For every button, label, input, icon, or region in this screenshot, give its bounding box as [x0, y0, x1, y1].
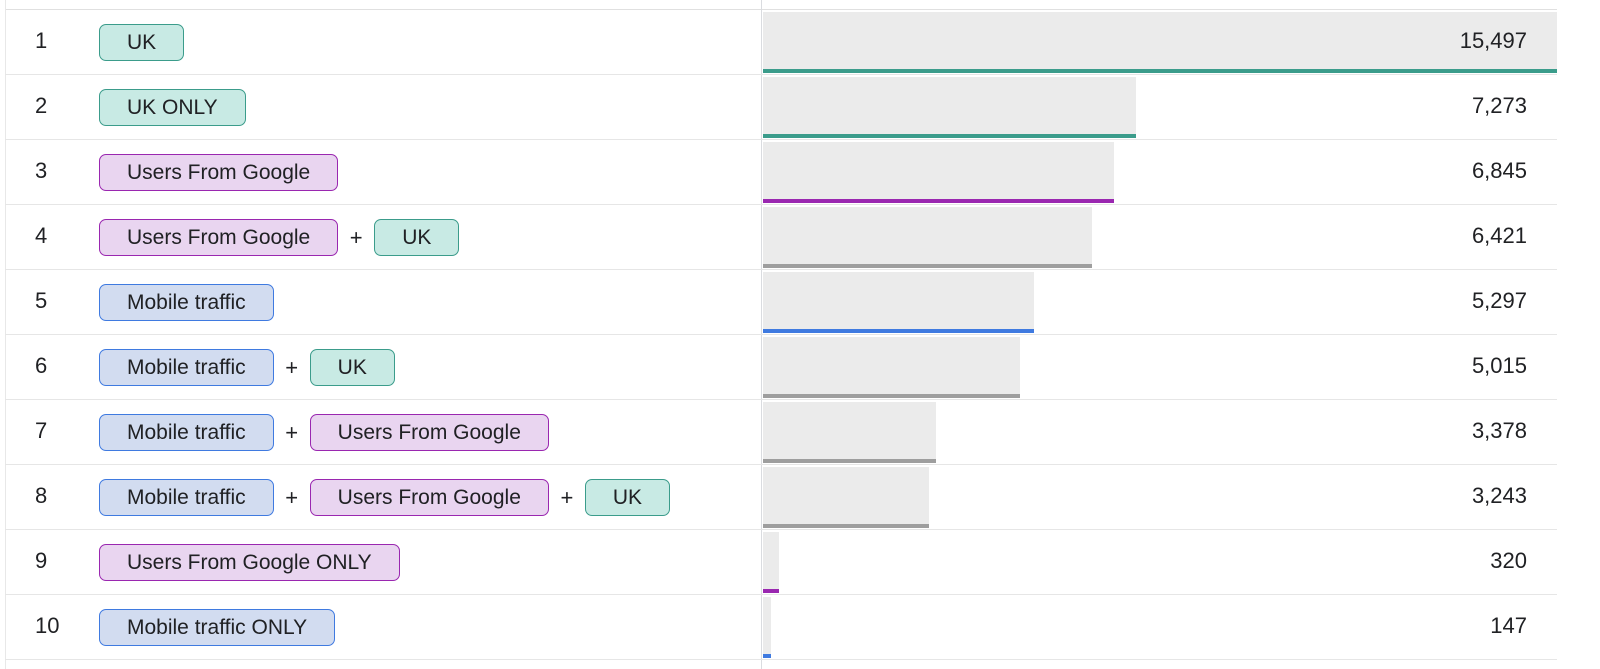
row-value: 7,273 — [1471, 93, 1527, 118]
bar-fill — [763, 207, 1092, 266]
value-bar: 5,015 — [763, 335, 1557, 399]
bar-fill — [763, 337, 1020, 396]
plus-separator: + — [285, 484, 299, 510]
row-rank: 4 — [35, 223, 48, 248]
segment-chip[interactable]: Mobile traffic — [99, 479, 274, 516]
row-value: 5,015 — [1471, 353, 1527, 378]
bar-fill — [763, 402, 936, 461]
table-row[interactable]: 6 Mobile traffic + UK 5,015 — [5, 335, 1557, 400]
row-value: 3,378 — [1471, 418, 1527, 443]
value-bar: 3,243 — [763, 465, 1557, 529]
bar-fill — [763, 272, 1034, 331]
row-rank: 8 — [35, 483, 48, 508]
row-rank: 1 — [35, 28, 48, 53]
table-row[interactable]: 3 Users From Google 6,845 — [5, 140, 1557, 205]
segment-chip[interactable]: UK — [309, 349, 395, 386]
row-rank: 5 — [35, 288, 48, 313]
segment-combination: Users From Google ONLY — [99, 544, 400, 581]
segment-combination: UK ONLY — [99, 89, 246, 126]
row-value: 6,845 — [1471, 158, 1527, 183]
table-row[interactable]: 8 Mobile traffic + Users From Google + UK 3,24… — [5, 465, 1557, 530]
plus-separator: + — [349, 224, 363, 250]
bar-fill — [763, 532, 779, 591]
bar-underline — [763, 654, 771, 658]
row-value: 15,497 — [1459, 28, 1527, 53]
value-bar: 7,273 — [763, 75, 1557, 139]
table-row[interactable]: 9 Users From Google ONLY 320 — [5, 530, 1557, 595]
segment-chip[interactable]: Users From Google — [309, 414, 549, 451]
segment-chip[interactable]: UK — [99, 24, 185, 61]
plus-separator: + — [285, 419, 299, 445]
value-bar: 15,497 — [763, 10, 1557, 74]
segment-chip[interactable]: Mobile traffic — [99, 349, 274, 386]
table-row[interactable]: 4 Users From Google + UK 6,421 — [5, 205, 1557, 270]
bar-underline — [763, 589, 779, 593]
value-bar: 320 — [763, 530, 1557, 594]
table-row[interactable]: 7 Mobile traffic + Users From Google 3,378 — [5, 400, 1557, 465]
segment-chip[interactable]: Users From Google — [99, 154, 339, 191]
table-row[interactable]: 2 UK ONLY 7,273 — [5, 75, 1557, 140]
plus-separator: + — [560, 484, 574, 510]
bar-underline — [763, 459, 936, 463]
segment-chip[interactable]: UK — [374, 219, 460, 256]
value-bar: 5,297 — [763, 270, 1557, 334]
segment-chip[interactable]: Users From Google — [99, 219, 339, 256]
segment-chip[interactable]: Mobile traffic — [99, 284, 274, 321]
bar-underline — [763, 394, 1020, 398]
table-row[interactable]: 1 UK 15,497 — [5, 10, 1557, 75]
row-rank: 6 — [35, 353, 48, 378]
table-row[interactable]: 10 Mobile traffic ONLY 147 — [5, 595, 1557, 660]
segment-chip[interactable]: Mobile traffic ONLY — [99, 609, 336, 646]
value-bar: 6,421 — [763, 205, 1557, 269]
row-value: 5,297 — [1471, 288, 1527, 313]
bar-underline — [763, 264, 1092, 268]
bar-underline — [763, 199, 1114, 203]
segment-combination: Mobile traffic + Users From Google — [99, 414, 549, 451]
plus-separator: + — [285, 354, 299, 380]
value-bar: 147 — [763, 595, 1557, 659]
segment-combination: UK — [99, 24, 185, 61]
row-rank: 7 — [35, 418, 48, 443]
bar-underline — [763, 524, 929, 528]
row-rank: 3 — [35, 158, 48, 183]
top-divider — [5, 9, 1557, 10]
segment-combination: Mobile traffic ONLY — [99, 609, 336, 646]
segment-combination: Mobile traffic — [99, 284, 274, 321]
bar-fill — [763, 597, 771, 656]
value-bar: 3,378 — [763, 400, 1557, 464]
segment-chip[interactable]: Mobile traffic — [99, 414, 274, 451]
segment-combination: Mobile traffic + Users From Google + UK — [99, 479, 671, 516]
row-value: 3,243 — [1471, 483, 1527, 508]
bar-fill — [763, 12, 1557, 71]
row-value: 320 — [1490, 548, 1527, 573]
bar-fill — [763, 467, 929, 526]
segment-chip[interactable]: UK — [584, 479, 671, 516]
row-rank: 2 — [35, 93, 48, 118]
row-value: 6,421 — [1471, 223, 1527, 248]
row-rank: 9 — [35, 548, 48, 573]
segment-combination: Users From Google + UK — [99, 219, 460, 256]
bar-underline — [763, 69, 1557, 73]
segment-chip[interactable]: Users From Google — [309, 479, 549, 516]
row-rank: 10 — [35, 613, 60, 638]
value-bar: 6,845 — [763, 140, 1557, 204]
bar-underline — [763, 134, 1136, 138]
table-row[interactable]: 5 Mobile traffic 5,297 — [5, 270, 1557, 335]
segment-chip[interactable]: Users From Google ONLY — [99, 544, 400, 581]
segment-combination: Users From Google — [99, 154, 339, 191]
bar-fill — [763, 77, 1136, 136]
bar-fill — [763, 142, 1114, 201]
bar-underline — [763, 329, 1034, 333]
segment-combination: Mobile traffic + UK — [99, 349, 395, 386]
segment-chip[interactable]: UK ONLY — [99, 89, 246, 126]
row-value: 147 — [1490, 613, 1527, 638]
